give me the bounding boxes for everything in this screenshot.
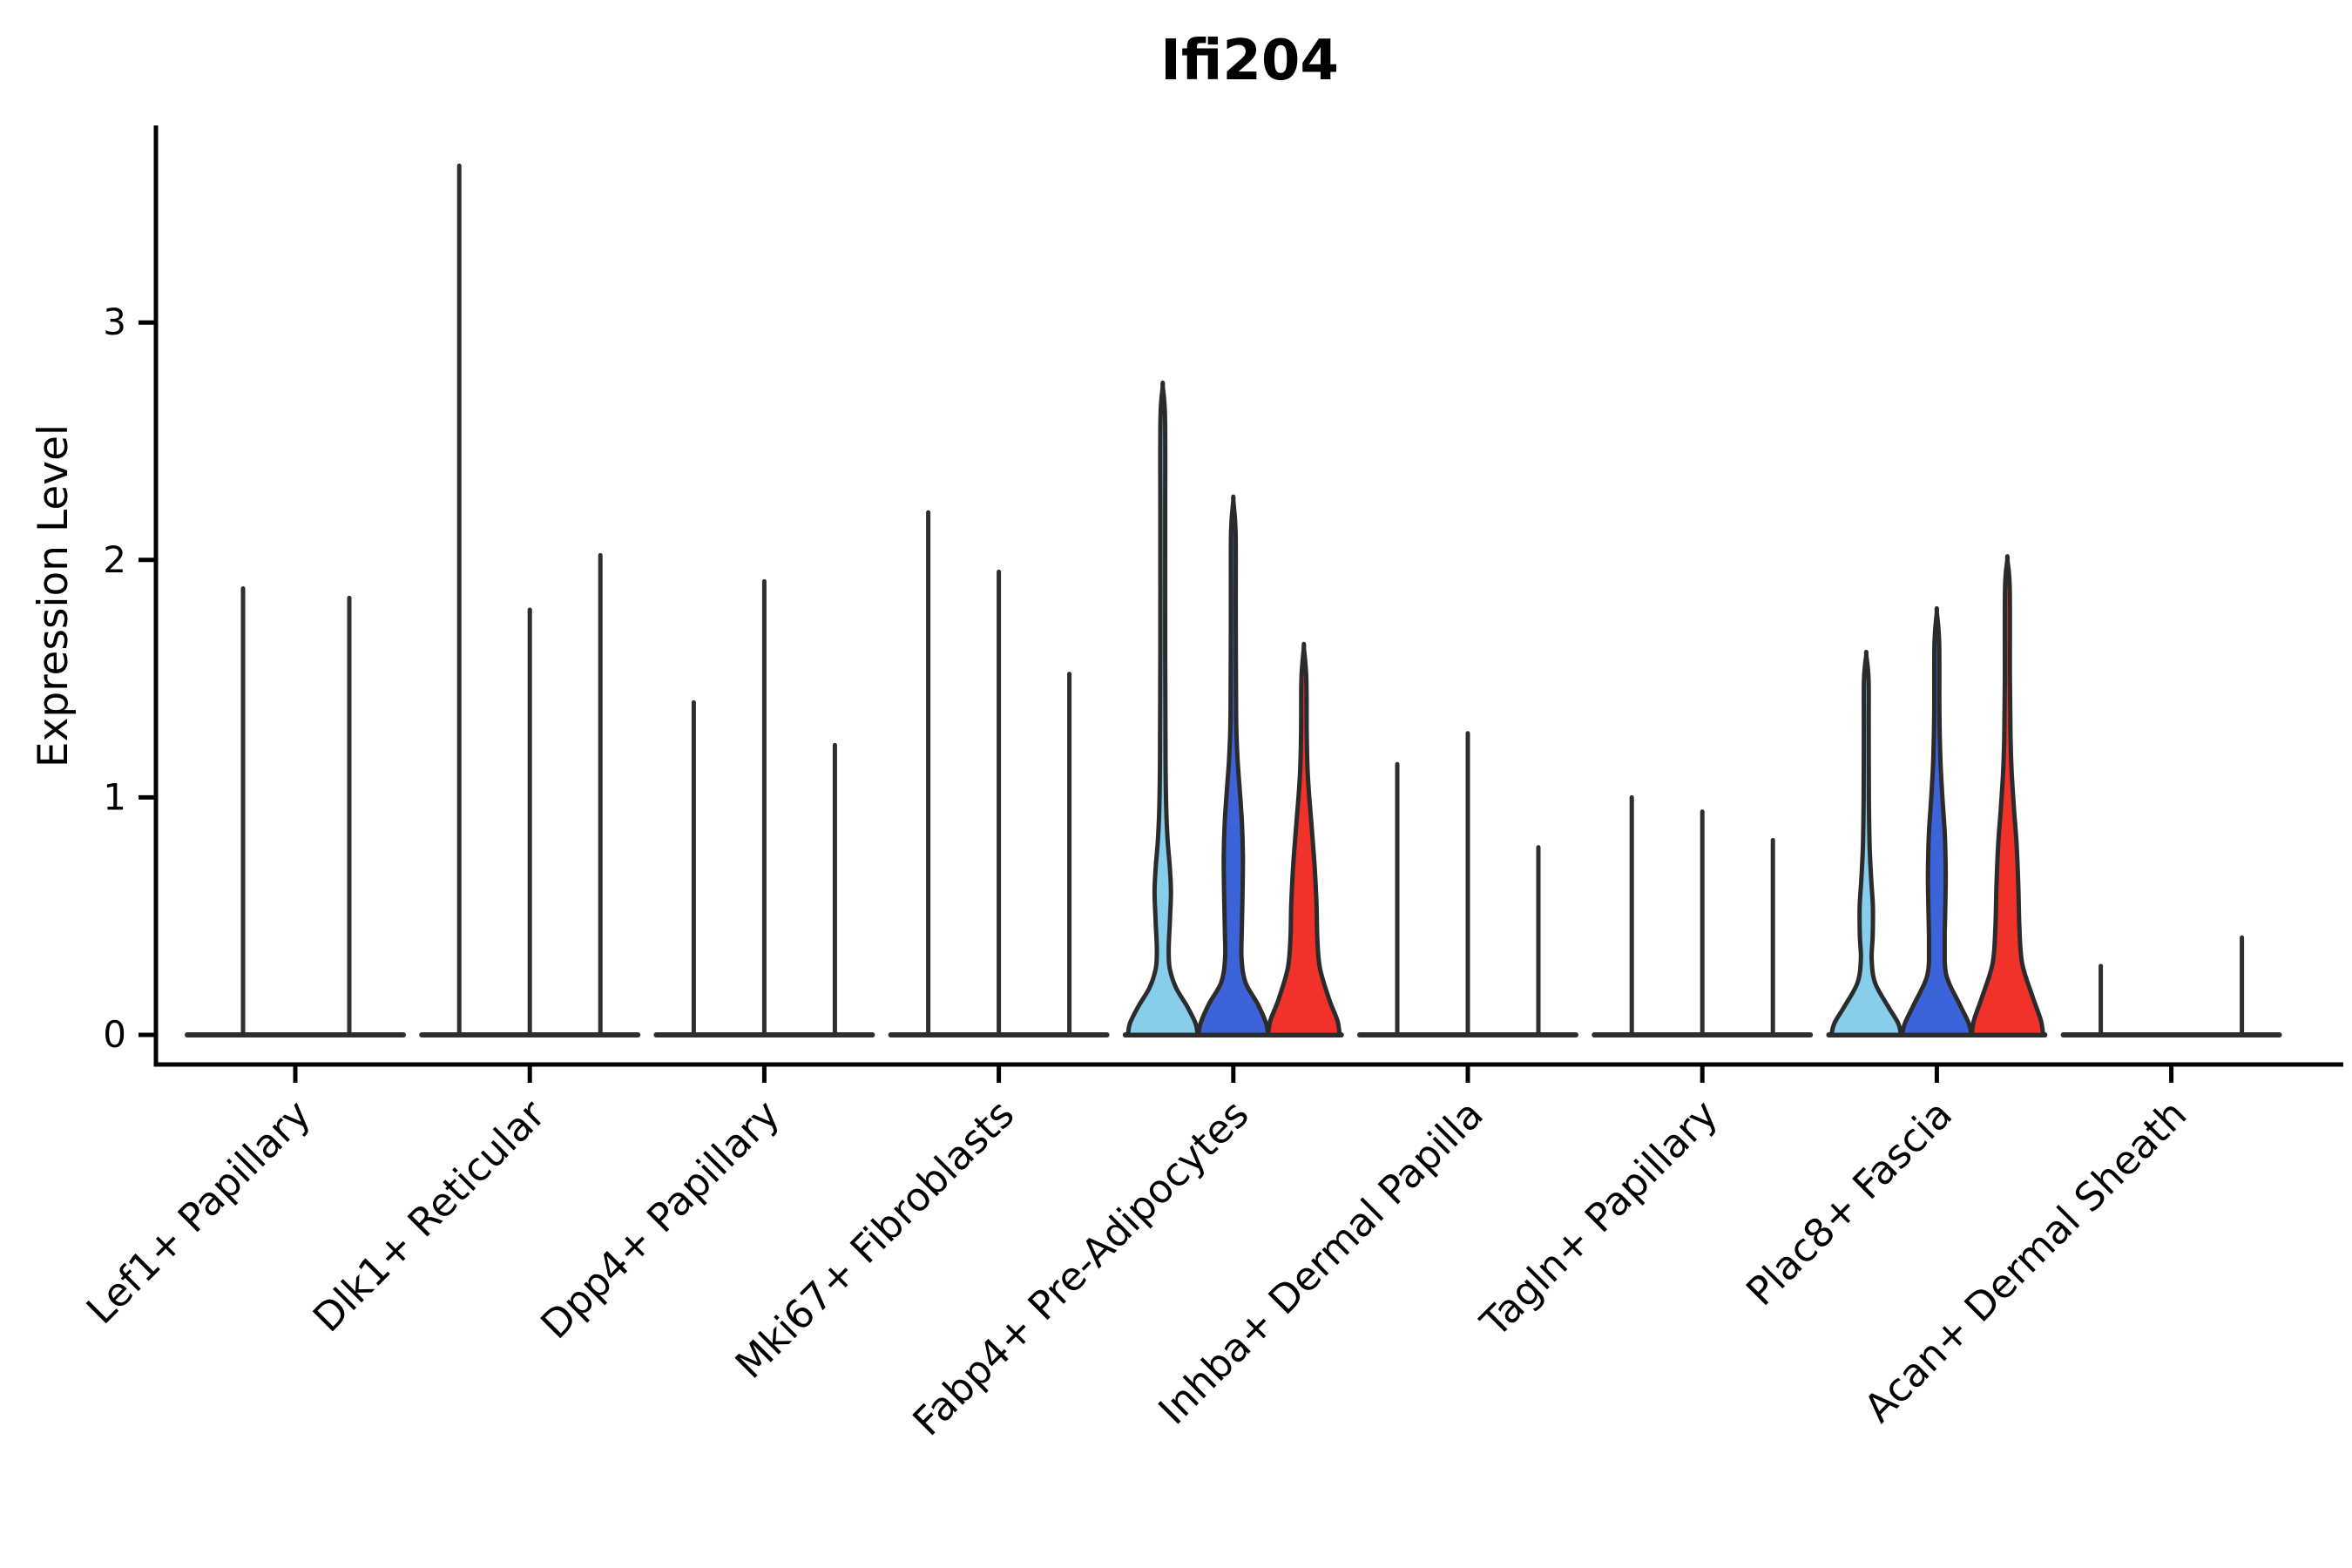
- y-tick-label: 0: [103, 1013, 126, 1056]
- y-axis-label: Expression Level: [30, 423, 78, 768]
- x-category-label: Dlk1+ Reticular: [304, 1091, 554, 1341]
- x-category-label: Lef1+ Papillary: [78, 1091, 320, 1333]
- violin-shape: [1828, 649, 1903, 1037]
- violin-shape: [1125, 380, 1200, 1037]
- violin-shape: [1899, 605, 1974, 1037]
- violin-shape: [1196, 494, 1271, 1037]
- chart-title: Ifi204: [1160, 29, 1339, 93]
- x-category-label: Plac8+ Fascia: [1737, 1091, 1961, 1315]
- violin-shape: [1969, 554, 2045, 1037]
- y-tick-label: 2: [103, 538, 126, 581]
- x-category-label: Dpp4+ Papillary: [531, 1091, 788, 1348]
- y-tick-label: 1: [103, 775, 126, 818]
- y-tick-label: 3: [103, 301, 126, 343]
- x-category-label: Tagln+ Papillary: [1471, 1091, 1727, 1346]
- violin-shape: [1266, 641, 1342, 1037]
